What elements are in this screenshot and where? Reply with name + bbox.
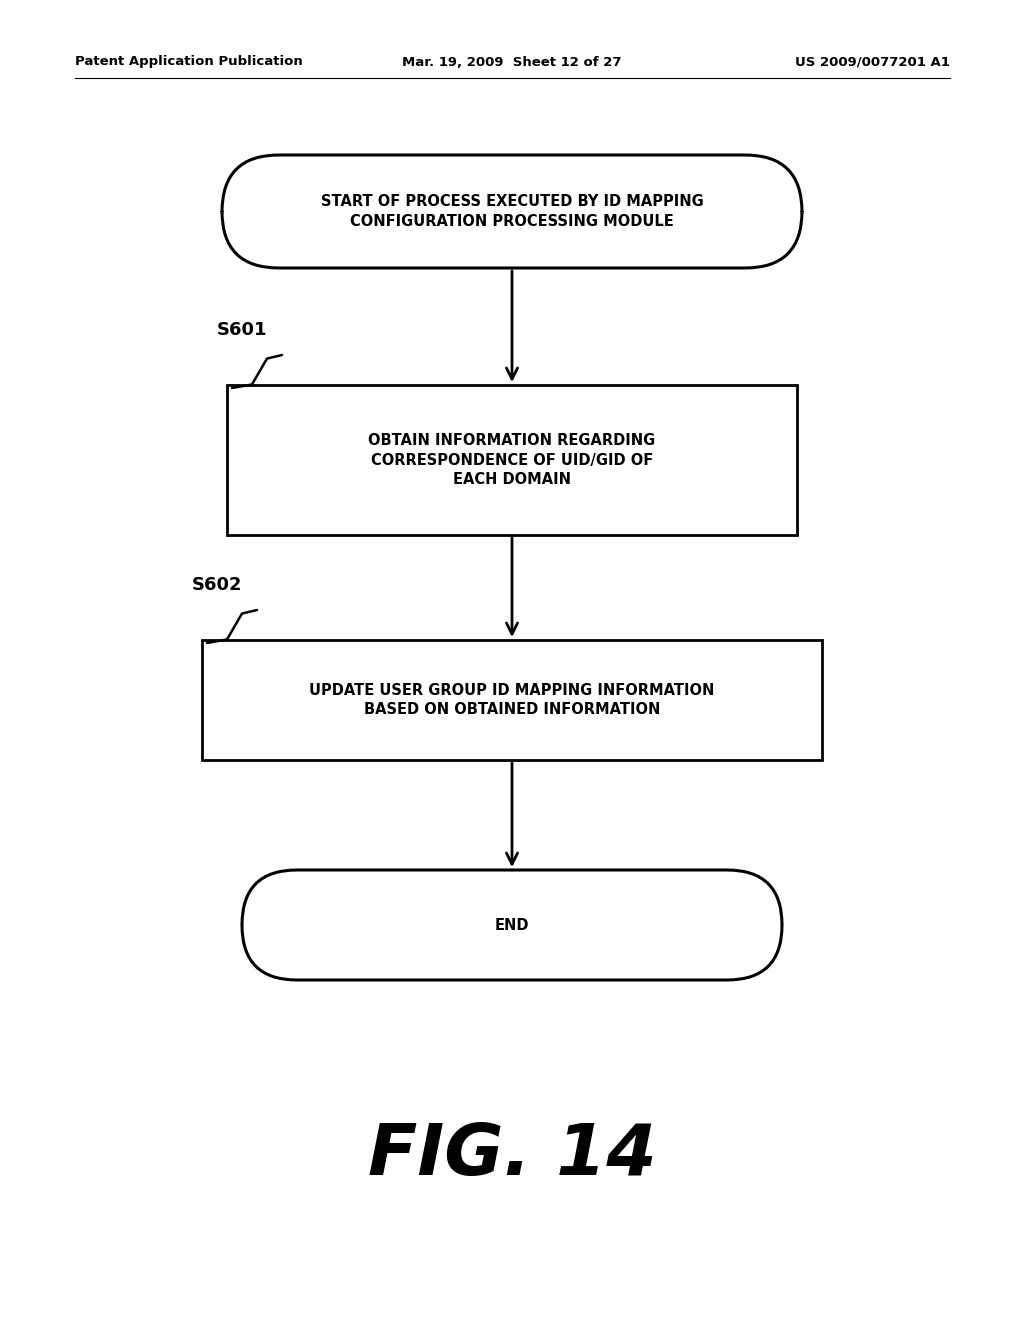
Text: FIG. 14: FIG. 14 [368,1121,656,1189]
Text: OBTAIN INFORMATION REGARDING
CORRESPONDENCE OF UID/GID OF
EACH DOMAIN: OBTAIN INFORMATION REGARDING CORRESPONDE… [369,433,655,487]
FancyBboxPatch shape [227,385,797,535]
Text: START OF PROCESS EXECUTED BY ID MAPPING
CONFIGURATION PROCESSING MODULE: START OF PROCESS EXECUTED BY ID MAPPING … [321,194,703,228]
FancyBboxPatch shape [202,640,822,760]
Text: Patent Application Publication: Patent Application Publication [75,55,303,69]
Text: END: END [495,917,529,932]
FancyBboxPatch shape [242,870,782,979]
Text: UPDATE USER GROUP ID MAPPING INFORMATION
BASED ON OBTAINED INFORMATION: UPDATE USER GROUP ID MAPPING INFORMATION… [309,682,715,717]
FancyBboxPatch shape [222,154,802,268]
Text: US 2009/0077201 A1: US 2009/0077201 A1 [795,55,950,69]
Text: S602: S602 [193,576,243,594]
Text: Mar. 19, 2009  Sheet 12 of 27: Mar. 19, 2009 Sheet 12 of 27 [402,55,622,69]
Text: S601: S601 [217,321,267,339]
